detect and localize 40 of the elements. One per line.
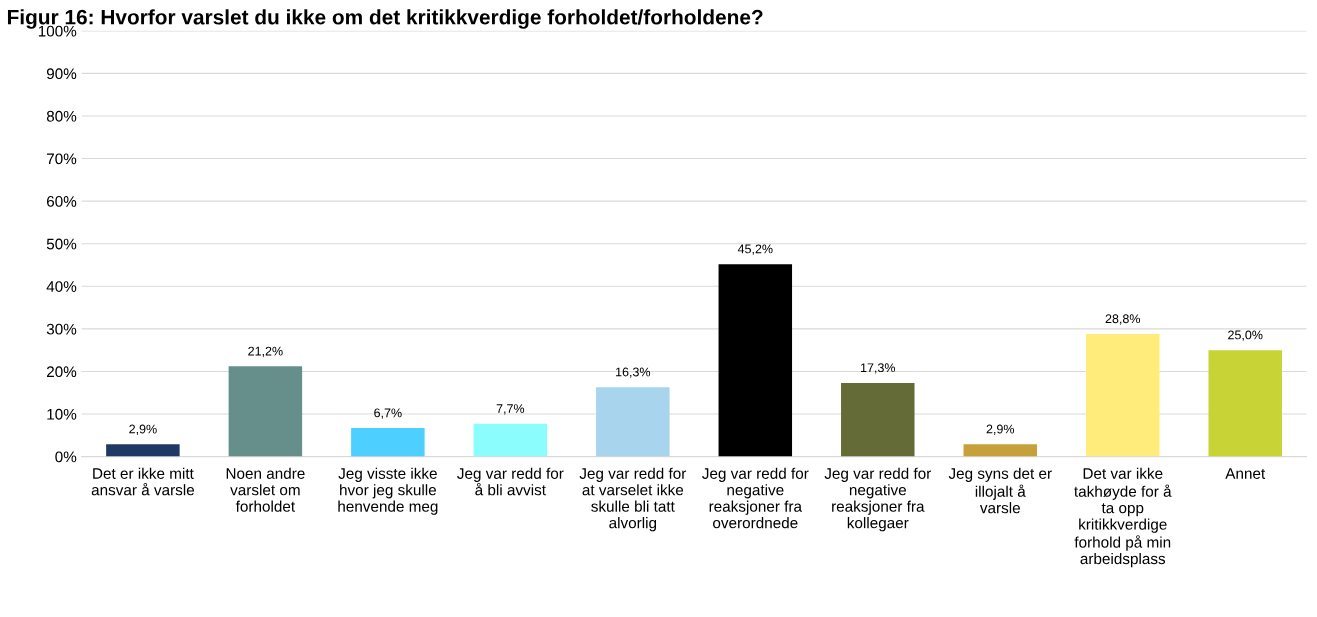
bar	[718, 264, 793, 457]
bar	[351, 428, 425, 457]
bar	[1086, 333, 1160, 457]
x-tick-label: Det var ikke takhøyde for å ta opp kritikkverdige forhold på min arbeidsplass	[1074, 467, 1172, 568]
x-tick-label: Jeg var redd for å bli avvist	[457, 467, 564, 496]
bar	[1208, 350, 1282, 457]
x-tick-label: Jeg visste ikke hvor jeg skulle henvende meg	[338, 467, 438, 515]
y-tick-label: 90%	[46, 68, 77, 80]
bar	[963, 444, 1038, 457]
bar	[596, 387, 670, 457]
data-label: 7,7%	[496, 404, 525, 415]
data-label: 2,9%	[986, 424, 1015, 435]
y-tick-label: 60%	[46, 196, 77, 207]
data-label: 28,8%	[1105, 314, 1141, 325]
y-tick-label: 0%	[55, 451, 77, 463]
y-tick-label: 10%	[47, 408, 77, 420]
x-tick-label: Noen andre varslet om forholdet	[226, 467, 305, 512]
y-tick-label: 30%	[46, 323, 77, 335]
y-tick-label: 20%	[46, 366, 77, 378]
data-label: 16,3%	[616, 367, 651, 378]
x-tick-label: Jeg var redd for at varselet ikke skulle bli tatt alvorlig	[579, 467, 687, 532]
data-label: 25,0%	[1228, 330, 1263, 341]
data-label: 45,2%	[737, 244, 773, 255]
bar	[841, 382, 915, 457]
y-tick-label: 50%	[46, 238, 77, 250]
bar	[106, 444, 180, 457]
y-tick-label: 80%	[46, 110, 77, 122]
x-tick-label: Jeg syns det er illojalt å varsle	[948, 467, 1052, 514]
data-label: 6,7%	[374, 408, 402, 419]
x-tick-label: Jeg var redd for negative reaksjoner fra overordnede	[702, 467, 809, 529]
x-tick-label: Annet	[1225, 468, 1266, 479]
bar	[228, 366, 303, 457]
data-label: 17,3%	[861, 363, 896, 374]
data-label: 21,2%	[248, 346, 283, 357]
x-tick-label: Jeg var redd for negative reaksjoner fra kollegaer	[824, 467, 932, 532]
y-tick-label: 70%	[47, 153, 77, 165]
bar	[473, 423, 548, 457]
y-tick-label: 40%	[46, 281, 77, 292]
x-tick-label: Det er ikke mitt ansvar å varsle	[91, 467, 195, 496]
data-label: 2,9%	[129, 424, 157, 435]
